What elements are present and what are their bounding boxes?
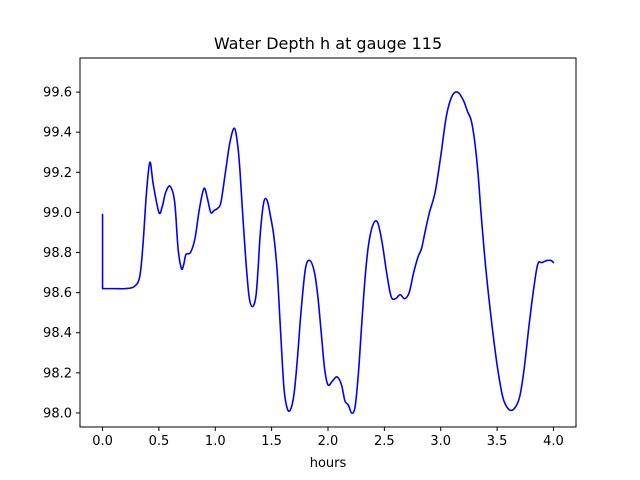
x-axis-title: hours — [310, 456, 347, 471]
x-tick-label: 4.0 — [543, 434, 564, 449]
x-tick-label: 0.0 — [92, 434, 113, 449]
x-axis-ticks: 0.0 0.5 1.0 1.5 2.0 2.5 3.0 3.5 4.0 — [92, 427, 564, 449]
x-tick-label: 0.5 — [149, 434, 170, 449]
y-tick-label: 99.0 — [43, 206, 72, 221]
y-tick-label: 99.4 — [43, 126, 72, 141]
y-tick-label: 98.6 — [43, 286, 72, 301]
x-tick-label: 2.0 — [318, 434, 339, 449]
y-tick-label: 98.2 — [43, 366, 72, 381]
x-tick-label: 3.5 — [487, 434, 508, 449]
chart-title: Water Depth h at gauge 115 — [214, 34, 442, 53]
x-tick-label: 1.0 — [205, 434, 226, 449]
y-tick-label: 99.2 — [43, 166, 72, 181]
y-tick-label: 98.4 — [43, 326, 72, 341]
y-tick-label: 99.6 — [43, 86, 72, 101]
plot-area-frame — [79, 57, 577, 428]
x-tick-label: 3.0 — [430, 434, 451, 449]
y-tick-label: 98.0 — [43, 406, 72, 421]
series-line — [101, 91, 555, 414]
y-axis-ticks: 98.0 98.2 98.4 98.6 98.8 99.0 99.2 99.4 99.6 — [43, 86, 80, 421]
x-tick-label: 2.5 — [374, 434, 395, 449]
y-tick-label: 98.8 — [43, 246, 72, 261]
x-tick-label: 1.5 — [261, 434, 282, 449]
